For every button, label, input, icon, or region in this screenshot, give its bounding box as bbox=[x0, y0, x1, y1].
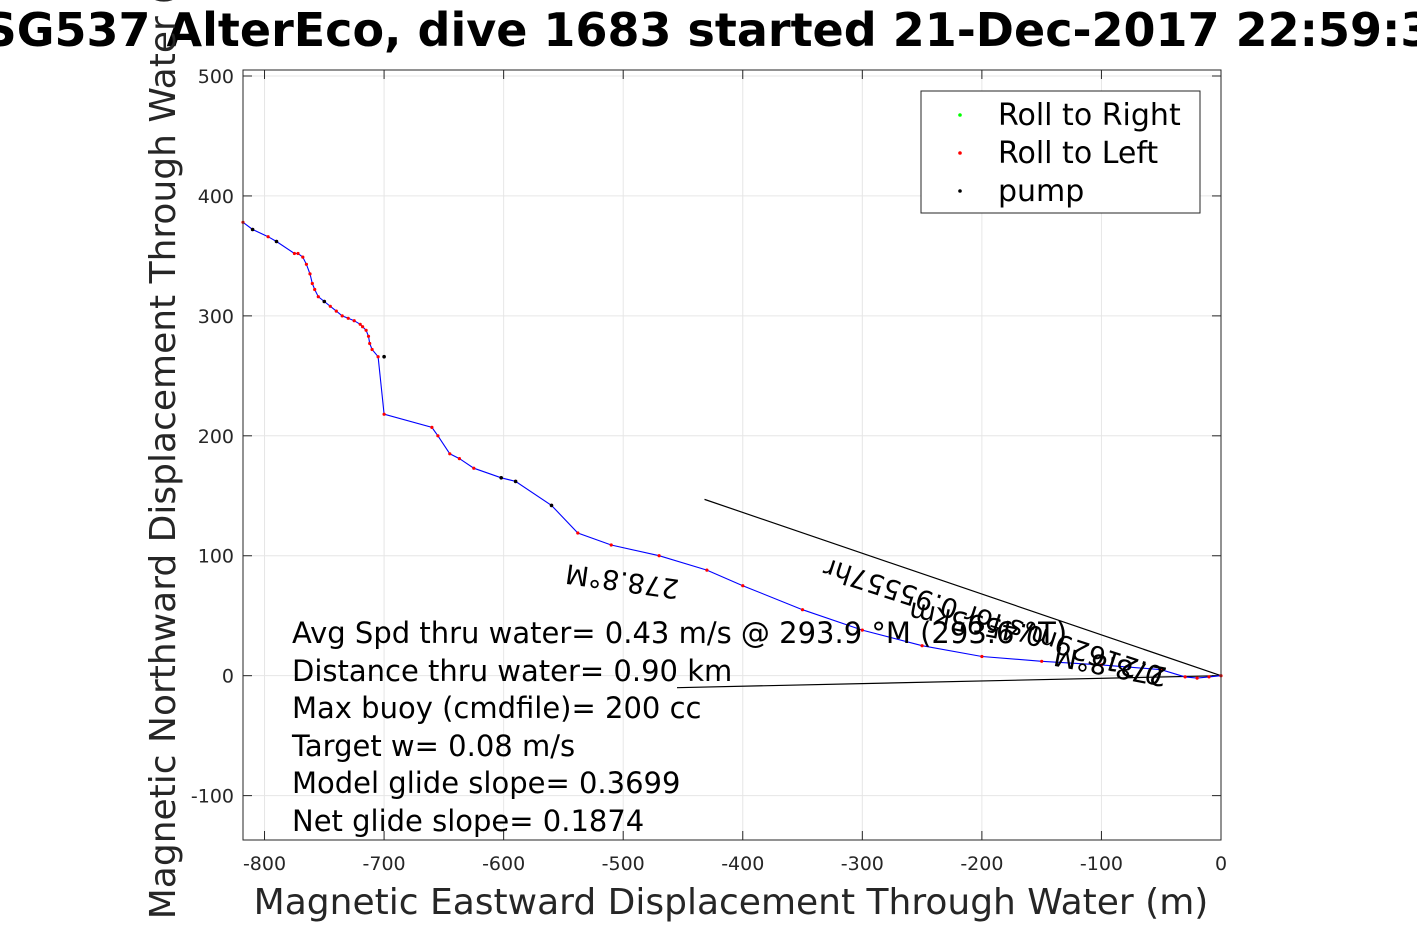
roll-left-point bbox=[920, 644, 924, 648]
pump-point bbox=[274, 239, 279, 244]
legend-label-pump: pump bbox=[998, 174, 1084, 209]
legend-marker-pump bbox=[958, 189, 962, 193]
roll-left-point bbox=[860, 628, 864, 632]
roll-left-point bbox=[1040, 659, 1044, 663]
roll-left-point bbox=[328, 304, 332, 308]
roll-left-point bbox=[1207, 675, 1211, 679]
roll-left-point bbox=[457, 457, 461, 461]
avg-speed-text: Avg Spd thru water= 0.43 m/s @ 293.9 °M … bbox=[292, 616, 1067, 650]
x-tick-label: -500 bbox=[602, 853, 645, 875]
roll-left-point bbox=[334, 309, 338, 313]
x-axis-ticks: -800 -700 -600 -500 -400 -300 -200 -100 0 bbox=[243, 70, 1227, 875]
roll-left-point bbox=[296, 251, 300, 256]
trajectory-line bbox=[242, 221, 1222, 679]
net-glide-text: Net glide slope= 0.1874 bbox=[292, 804, 644, 838]
legend: Roll to Right Roll to Left pump bbox=[920, 90, 1201, 214]
roll-left-point bbox=[292, 251, 296, 256]
roll-left-point bbox=[361, 325, 365, 329]
legend-marker-roll-left bbox=[958, 151, 962, 155]
roll-left-point bbox=[310, 281, 314, 286]
y-tick-label: 100 bbox=[198, 546, 234, 568]
roll-left-point bbox=[1159, 668, 1163, 672]
roll-left-point bbox=[340, 314, 344, 318]
pump-point bbox=[513, 479, 518, 484]
roll-left-point bbox=[352, 319, 356, 323]
grid bbox=[243, 70, 1222, 840]
x-axis-label: Magnetic Eastward Displacement Through W… bbox=[254, 882, 1209, 923]
x-tick-label: -200 bbox=[960, 853, 1003, 875]
roll-left-point bbox=[1099, 663, 1103, 667]
roll-left-point bbox=[313, 287, 317, 292]
x-tick-label: 0 bbox=[1215, 853, 1227, 875]
pump-point bbox=[499, 476, 504, 480]
roll-left-point bbox=[1183, 675, 1187, 679]
roll-left-point bbox=[308, 272, 312, 276]
plot-frame bbox=[242, 69, 1222, 841]
roll-left-point bbox=[366, 334, 371, 338]
pump-point bbox=[322, 299, 327, 304]
y-axis-ticks: -100 0 100 200 300 400 500 bbox=[191, 66, 1221, 808]
roll-left-point bbox=[741, 584, 745, 588]
y-tick-label: 200 bbox=[198, 426, 234, 448]
y-axis-label: Magnetic Northward Displacement Through … bbox=[143, 0, 184, 919]
roll-left-point bbox=[346, 316, 350, 320]
heading-arrows bbox=[676, 498, 1222, 689]
pump-point bbox=[382, 354, 386, 359]
pump-point bbox=[549, 503, 554, 508]
roll-left-point bbox=[576, 531, 580, 535]
roll-left-point bbox=[430, 425, 434, 429]
roll-left-point bbox=[705, 568, 709, 572]
roll-left-point bbox=[657, 554, 661, 558]
x-tick-label: -400 bbox=[721, 853, 764, 875]
roll-left-point bbox=[436, 434, 440, 438]
roll-left-point bbox=[358, 322, 362, 326]
roll-left-point bbox=[382, 412, 386, 416]
roll-left-point bbox=[980, 654, 984, 659]
target-w-text: Target w= 0.08 m/s bbox=[291, 729, 575, 763]
chart-title: SG537 AlterEco, dive 1683 started 21-Dec… bbox=[0, 3, 1417, 57]
roll-left-point bbox=[609, 543, 613, 547]
roll-left-point bbox=[368, 341, 372, 346]
roll-left-point bbox=[364, 328, 368, 332]
legend-box bbox=[920, 90, 1201, 214]
x-tick-label: -100 bbox=[1080, 853, 1123, 875]
roll-left-point bbox=[472, 466, 476, 470]
x-tick-label: -300 bbox=[841, 853, 884, 875]
legend-label-roll-right: Roll to Right bbox=[998, 98, 1181, 133]
roll-left-point bbox=[304, 262, 308, 266]
pump-point bbox=[250, 227, 255, 232]
stats-annotations: Avg Spd thru water= 0.43 m/s @ 293.9 °M … bbox=[291, 616, 1067, 838]
x-tick-label: -700 bbox=[363, 853, 406, 875]
y-tick-label: 300 bbox=[198, 306, 234, 328]
roll-left-point bbox=[316, 295, 320, 299]
model-glide-text: Model glide slope= 0.3699 bbox=[292, 766, 680, 800]
max-buoy-text: Max buoy (cmdfile)= 200 cc bbox=[292, 691, 701, 725]
distance-text: Distance thru water= 0.90 km bbox=[292, 654, 732, 688]
legend-label-roll-left: Roll to Left bbox=[998, 136, 1158, 171]
roll-left-point bbox=[301, 255, 305, 259]
roll-left-point bbox=[1195, 676, 1199, 680]
y-tick-label: -100 bbox=[191, 786, 234, 808]
x-tick-label: -800 bbox=[243, 853, 286, 875]
x-tick-label: -600 bbox=[482, 853, 525, 875]
roll-left-point bbox=[800, 608, 805, 612]
trajectory-series bbox=[241, 220, 1223, 680]
roll-left-point bbox=[266, 235, 270, 239]
y-tick-label: 400 bbox=[198, 186, 234, 208]
y-tick-label: 500 bbox=[198, 66, 234, 88]
roll-left-point bbox=[370, 347, 374, 352]
roll-left-point bbox=[376, 355, 380, 359]
y-tick-label: 0 bbox=[222, 666, 234, 688]
legend-marker-roll-right bbox=[958, 113, 962, 117]
heading-arrow bbox=[676, 675, 1222, 689]
roll-left-point bbox=[448, 452, 452, 456]
heading-arrow bbox=[704, 498, 1222, 677]
